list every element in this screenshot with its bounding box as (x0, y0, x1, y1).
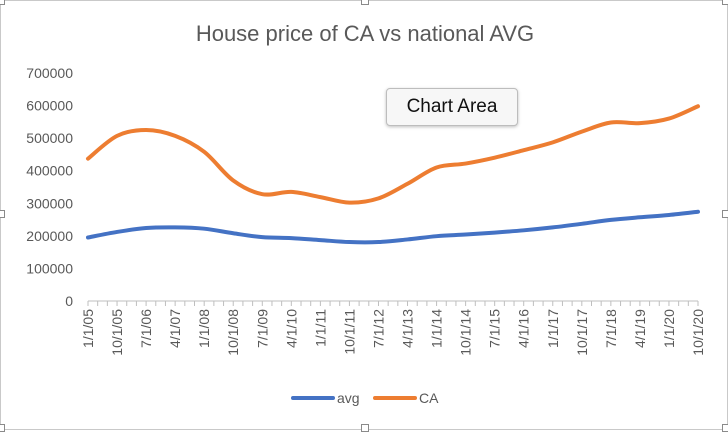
y-tick-label: 0 (65, 293, 73, 309)
resize-handle-top-left[interactable] (0, 0, 5, 5)
chart-area-tooltip: Chart Area (386, 88, 518, 126)
resize-handle-left[interactable] (0, 210, 5, 218)
resize-handle-top-right[interactable] (722, 0, 728, 5)
y-tick-label: 100000 (26, 260, 73, 276)
chart-title: House price of CA vs national AVG (196, 21, 534, 46)
legend: avg CA (291, 390, 439, 406)
x-tick-label: 1/1/20 (661, 309, 677, 348)
x-tick-label: 10/1/08 (225, 309, 241, 356)
resize-handle-bottom[interactable] (361, 424, 369, 432)
x-tick-label: 1/1/11 (312, 309, 328, 347)
x-tick-label: 4/1/19 (632, 309, 648, 348)
x-tick-label: 4/1/10 (283, 309, 299, 348)
x-tick-label: 4/1/07 (167, 309, 183, 348)
x-tick-label: 10/1/11 (341, 309, 357, 355)
resize-handle-bottom-left[interactable] (0, 424, 5, 432)
series-line-ca (86, 104, 700, 205)
y-tick-label: 400000 (26, 163, 73, 179)
resize-handle-top[interactable] (361, 0, 369, 5)
x-tick-label: 7/1/18 (603, 309, 619, 348)
legend-label-ca: CA (419, 390, 439, 406)
x-tick-label: 7/1/09 (254, 309, 270, 348)
resize-handle-bottom-right[interactable] (722, 424, 728, 432)
x-axis: 1/1/05 10/1/05 7/1/06 4/1/07 1/1/08 10/1/08 7/… (80, 300, 706, 356)
x-tick-label: 7/1/15 (487, 309, 503, 348)
x-tick-label: 1/1/08 (196, 309, 212, 348)
y-tick-label: 600000 (26, 98, 73, 114)
series-line-avg (86, 209, 700, 245)
series-lines (86, 104, 700, 245)
x-tick-label: 7/1/06 (138, 309, 154, 348)
y-tick-label: 500000 (26, 130, 73, 146)
y-axis: 0 100000 200000 300000 400000 500000 600000 700… (26, 65, 73, 309)
legend-label-avg: avg (337, 390, 360, 406)
x-tick-label: 10/1/05 (109, 309, 125, 356)
x-tick-label: 1/1/05 (80, 309, 96, 348)
x-tick-label: 10/1/17 (574, 309, 590, 356)
x-tick-label: 10/1/14 (458, 309, 474, 356)
y-tick-label: 300000 (26, 195, 73, 211)
x-tick-label: 7/1/12 (370, 309, 386, 348)
x-tick-label: 4/1/13 (400, 309, 416, 348)
resize-handle-right[interactable] (722, 210, 728, 218)
y-tick-label: 200000 (26, 228, 73, 244)
x-tick-label: 1/1/14 (429, 309, 445, 348)
x-tick-label: 4/1/16 (516, 309, 532, 348)
y-tick-label: 700000 (26, 65, 73, 81)
x-tick-label: 10/1/20 (690, 309, 706, 356)
x-tick-label: 1/1/17 (545, 309, 561, 348)
